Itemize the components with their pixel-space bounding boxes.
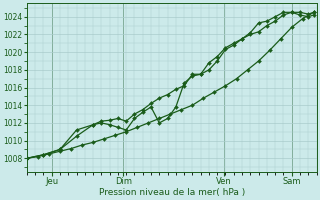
X-axis label: Pression niveau de la mer( hPa ): Pression niveau de la mer( hPa )	[99, 188, 245, 197]
